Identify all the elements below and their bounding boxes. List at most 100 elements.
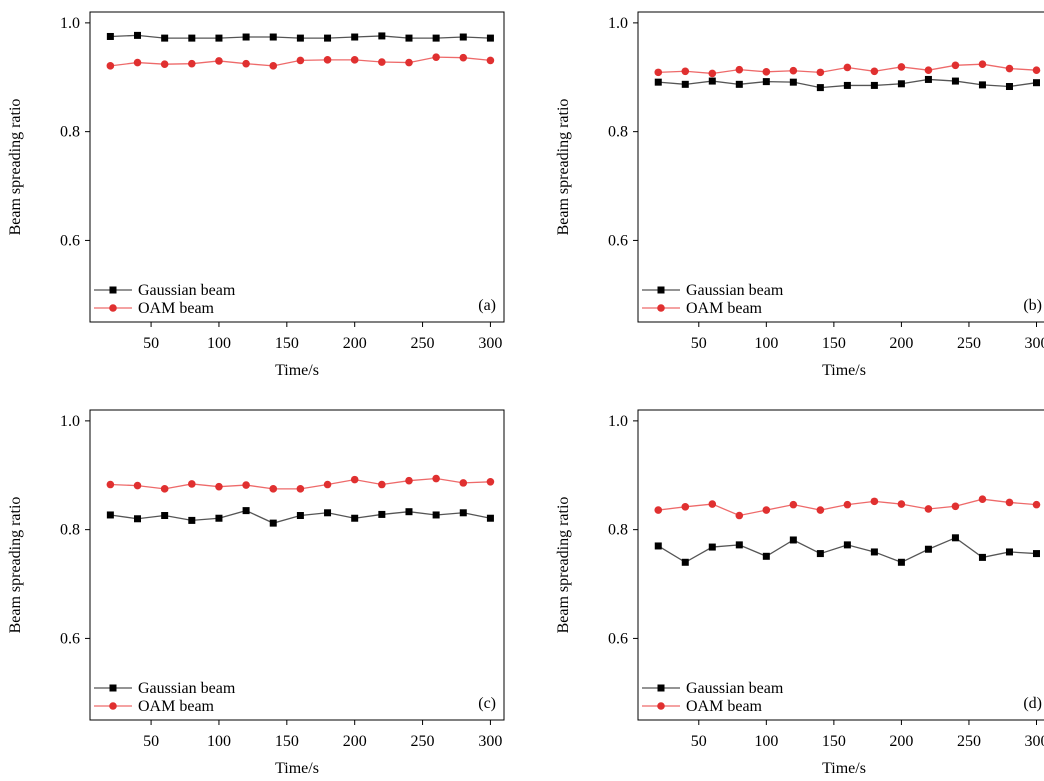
data-point [978,495,987,503]
x-tick-label: 300 [478,335,502,352]
panel-label: (c) [478,695,496,712]
data-point [405,58,413,67]
x-tick-label: 150 [275,733,299,750]
legend-marker [657,702,665,710]
data-point [296,485,305,493]
x-tick-label: 150 [822,335,846,352]
data-point [681,503,690,511]
x-tick-label: 200 [343,733,367,750]
data-point [432,474,440,483]
data-point [432,53,440,61]
chart-panel: 50 100 150 200 250 300 0.6 0.8 1.0 Time/s Beam spr… [555,409,1044,777]
data-point [681,558,689,566]
x-tick-label: 300 [1024,335,1044,352]
data-point [188,516,196,524]
y-tick-label: 1.0 [60,413,80,430]
data-point [762,552,770,560]
data-point [188,59,196,68]
data-point [816,68,825,77]
chart-panel: 50 100 150 200 250 300 0.6 0.8 1.0 Time/s Beam spr… [555,11,1044,379]
data-point [978,553,986,561]
data-point [924,66,933,74]
data-point [106,480,115,489]
data-point [681,67,690,76]
data-point [1032,66,1041,74]
legend-marker [657,286,665,294]
data-point [978,81,986,89]
data-point [242,507,250,515]
data-point [843,63,852,72]
x-tick-label: 100 [754,335,778,352]
x-tick-label: 200 [889,335,913,352]
y-tick-label: 1.0 [608,413,628,430]
data-point [133,58,142,67]
data-point [215,57,223,65]
y-axis-label: Beam spreading ratio [555,99,572,236]
data-point [459,53,468,62]
y-tick-label: 0.6 [60,232,80,249]
legend-label: OAM beam [686,698,763,715]
x-tick-label: 200 [889,733,913,750]
data-point [188,34,196,42]
x-tick-label: 150 [275,335,299,352]
legend-label: OAM beam [138,698,215,715]
x-axis-label: Time/s [275,760,319,777]
data-point [762,68,771,76]
data-point [789,536,797,544]
data-point [269,519,277,527]
data-point [654,542,662,550]
y-tick-label: 0.6 [608,630,628,647]
data-point [870,81,878,89]
data-point [351,33,359,41]
legend-label: Gaussian beam [138,680,236,697]
data-point [215,34,223,42]
data-point [296,56,305,65]
y-tick-label: 1.0 [60,15,80,32]
data-point [1005,64,1014,73]
data-point [951,77,959,85]
legend-marker [657,684,665,692]
data-point [897,80,905,88]
data-point [459,33,467,41]
y-tick-label: 0.8 [608,124,628,141]
data-point [708,500,717,508]
data-point [106,62,115,70]
x-tick-label: 250 [957,335,981,352]
data-point [486,34,494,42]
data-point [978,60,987,69]
x-tick-label: 250 [957,733,981,750]
x-tick-label: 150 [822,733,846,750]
data-point [924,505,933,513]
x-tick-label: 300 [478,733,502,750]
panel-label: (d) [1023,695,1042,712]
x-axis-label: Time/s [822,760,866,777]
data-point [708,543,716,551]
data-point [762,506,771,514]
data-point [432,511,440,519]
y-tick-label: 0.8 [60,522,80,539]
data-point [215,482,223,491]
x-tick-label: 250 [411,733,435,750]
y-tick-label: 1.0 [608,15,628,32]
data-point [350,56,359,64]
x-tick-label: 50 [143,335,159,352]
data-point [134,515,142,523]
y-axis-label: Beam spreading ratio [7,99,24,236]
plot-frame [89,11,505,323]
data-point [789,66,798,75]
y-tick-label: 0.8 [608,522,628,539]
data-point [789,78,797,86]
panel-label: (a) [478,297,496,314]
legend-marker [109,286,117,294]
x-tick-label: 100 [207,733,231,750]
data-point [816,84,824,92]
data-point [1005,498,1014,507]
x-tick-label: 100 [207,335,231,352]
legend-label: OAM beam [138,300,215,317]
data-point [951,534,959,542]
legend-label: OAM beam [686,300,763,317]
data-point [951,502,960,511]
legend-label: Gaussian beam [686,282,784,299]
data-point [161,34,169,42]
